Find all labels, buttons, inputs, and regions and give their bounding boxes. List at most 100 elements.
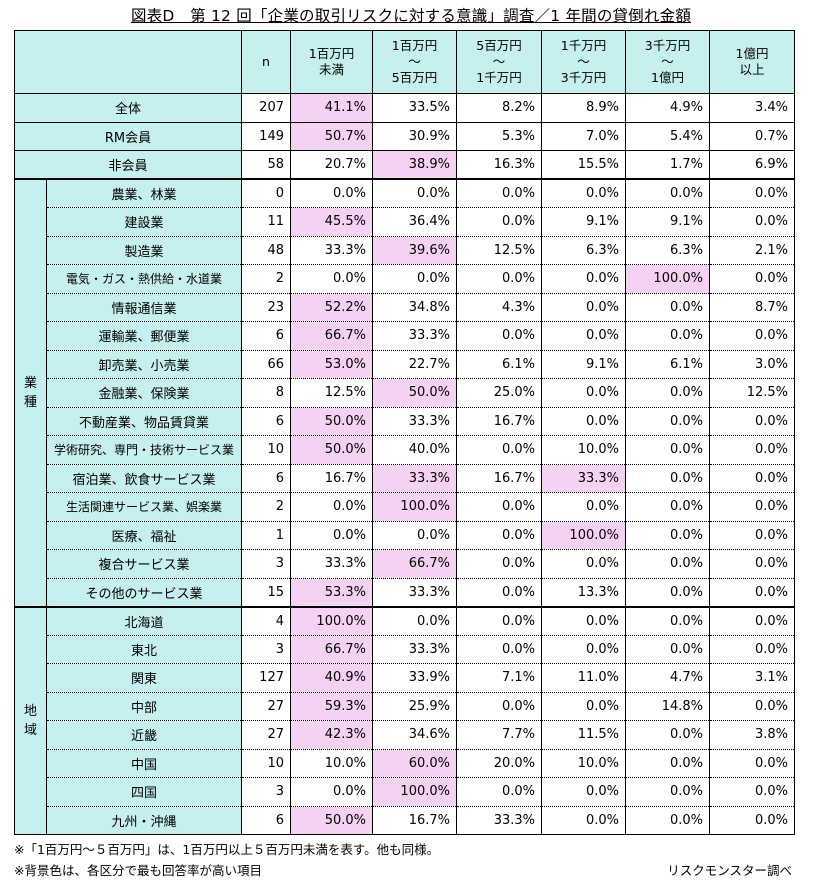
header-line: 3千万円 (644, 38, 691, 53)
value-cell: 100.0% (372, 492, 457, 522)
value-cell: 33.3% (372, 321, 457, 351)
header-line: ～ (492, 54, 506, 69)
value-cell: 34.6% (372, 720, 457, 750)
value-cell: 0.0% (541, 264, 626, 294)
value-cell: 0.0% (456, 492, 542, 522)
value-cell: 20.0% (456, 748, 542, 778)
value-cell: 0.0% (625, 549, 710, 579)
n-cell: 0 (241, 178, 291, 208)
header-range: 1千万円～ 3千万円 (541, 30, 626, 94)
table-row: 金融業、保険業 8 12.5% 50.0% 25.0% 0.0% 0.0% 12.5% (15, 378, 795, 408)
header-range: 1百万円 未満 (290, 30, 373, 94)
n-cell: 58 (241, 150, 291, 180)
table-row: 不動産業、物品賃貸業 6 50.0% 33.3% 16.7% 0.0% 0.0% 0.0% (15, 406, 795, 436)
row-label: RM会員 (14, 121, 242, 151)
value-cell: 6.3% (541, 235, 626, 265)
source-note: リスクモンスター調べ (667, 863, 792, 878)
value-cell: 0.0% (372, 520, 457, 550)
table-row: 非会員 58 20.7% 38.9% 16.3% 15.5% 1.7% 6.9% (14, 150, 795, 180)
row-label: 近畿 (46, 720, 242, 750)
value-cell: 16.7% (372, 805, 457, 835)
value-cell: 0.0% (456, 605, 542, 636)
value-cell: 13.3% (541, 577, 626, 607)
value-cell: 59.3% (290, 691, 373, 721)
n-cell: 6 (241, 463, 291, 493)
value-cell: 50.0% (290, 805, 373, 835)
value-cell: 0.0% (709, 264, 795, 294)
n-cell: 66 (241, 349, 291, 379)
value-cell: 0.0% (456, 435, 542, 465)
value-cell: 33.3% (541, 463, 626, 493)
table-row: 製造業 48 33.3% 39.6% 12.5% 6.3% 6.3% 2.1% (15, 235, 795, 265)
group-label-industry: 業 種 (14, 178, 47, 607)
value-cell: 100.0% (541, 520, 626, 550)
header-range: 3千万円～ 1億円 (625, 30, 710, 94)
row-label: 卸売業、小売業 (46, 349, 242, 379)
row-label: 関東 (46, 663, 242, 693)
value-cell: 36.4% (372, 207, 457, 237)
value-cell: 0.0% (541, 805, 626, 835)
value-cell: 0.0% (625, 605, 710, 636)
value-cell: 3.0% (709, 349, 795, 379)
table-row: 生活関連サービス業、娯楽業 2 0.0% 100.0% 0.0% 0.0% 0.0% 0.0% (15, 492, 795, 522)
row-label: 非会員 (14, 150, 242, 180)
value-cell: 0.0% (625, 577, 710, 607)
n-cell: 3 (241, 549, 291, 579)
value-cell: 6.9% (709, 150, 795, 180)
value-cell: 52.2% (290, 292, 373, 322)
value-cell: 0.0% (456, 634, 542, 664)
header-range: 5百万円～ 1千万円 (456, 30, 542, 94)
value-cell: 33.3% (372, 634, 457, 664)
value-cell: 0.0% (625, 634, 710, 664)
value-cell: 100.0% (372, 777, 457, 807)
value-cell: 6.1% (625, 349, 710, 379)
row-label: 金融業、保険業 (46, 378, 242, 408)
table-row: 関東 127 40.9% 33.9% 7.1% 11.0% 4.7% 3.1% (15, 663, 795, 693)
value-cell: 11.0% (541, 663, 626, 693)
value-cell: 16.7% (456, 463, 542, 493)
value-cell: 0.0% (541, 292, 626, 322)
n-cell: 27 (241, 691, 291, 721)
value-cell: 100.0% (625, 264, 710, 294)
value-cell: 16.7% (456, 406, 542, 436)
value-cell: 5.4% (625, 121, 710, 151)
value-cell: 1.7% (625, 150, 710, 180)
row-label: 中部 (46, 691, 242, 721)
header-line: 5百万円 (391, 70, 438, 85)
value-cell: 10.0% (290, 748, 373, 778)
row-label: 情報通信業 (46, 292, 242, 322)
value-cell: 40.0% (372, 435, 457, 465)
value-cell: 50.0% (372, 378, 457, 408)
value-cell: 25.0% (456, 378, 542, 408)
n-cell: 10 (241, 748, 291, 778)
value-cell: 0.0% (456, 777, 542, 807)
row-label: その他のサービス業 (46, 577, 242, 607)
n-cell: 4 (241, 605, 291, 636)
value-cell: 0.0% (709, 207, 795, 237)
footnote-2: ※背景色は、各区分で最も回答率が高い項目 (14, 863, 262, 878)
table-row: 中部 27 59.3% 25.9% 0.0% 0.0% 14.8% 0.0% (15, 691, 795, 721)
table-row: 九州・沖縄 6 50.0% 16.7% 33.3% 0.0% 0.0% 0.0% (15, 805, 795, 835)
n-cell: 3 (241, 777, 291, 807)
page-title: 図表D 第 12 回「企業の取引リスクに対する意識」調査／1 年間の貸倒れ金額 (130, 7, 692, 25)
value-cell: 0.0% (625, 292, 710, 322)
value-cell: 0.0% (709, 634, 795, 664)
value-cell: 3.4% (709, 93, 795, 123)
value-cell: 16.3% (456, 150, 542, 180)
n-cell: 10 (241, 435, 291, 465)
value-cell: 0.0% (372, 605, 457, 636)
value-cell: 0.0% (290, 178, 373, 208)
header-line: 1百万円 (308, 46, 355, 61)
value-cell: 0.7% (709, 121, 795, 151)
value-cell: 0.0% (709, 463, 795, 493)
table-row: 宿泊業、飲食サービス業 6 16.7% 33.3% 16.7% 33.3% 0.0% 0.0% (15, 463, 795, 493)
header-line: 1千万円 (476, 70, 522, 85)
value-cell: 0.0% (625, 777, 710, 807)
value-cell: 45.5% (290, 207, 373, 237)
value-cell: 0.0% (290, 520, 373, 550)
value-cell: 33.5% (372, 93, 457, 123)
table-row: RM会員 149 50.7% 30.9% 5.3% 7.0% 5.4% 0.7% (14, 121, 795, 151)
value-cell: 0.0% (709, 577, 795, 607)
table-row: 四国 3 0.0% 100.0% 0.0% 0.0% 0.0% 0.0% (15, 777, 795, 807)
table-row: 学術研究、専門・技術サービス業 10 50.0% 40.0% 0.0% 10.0% 0.0%… (15, 435, 795, 465)
